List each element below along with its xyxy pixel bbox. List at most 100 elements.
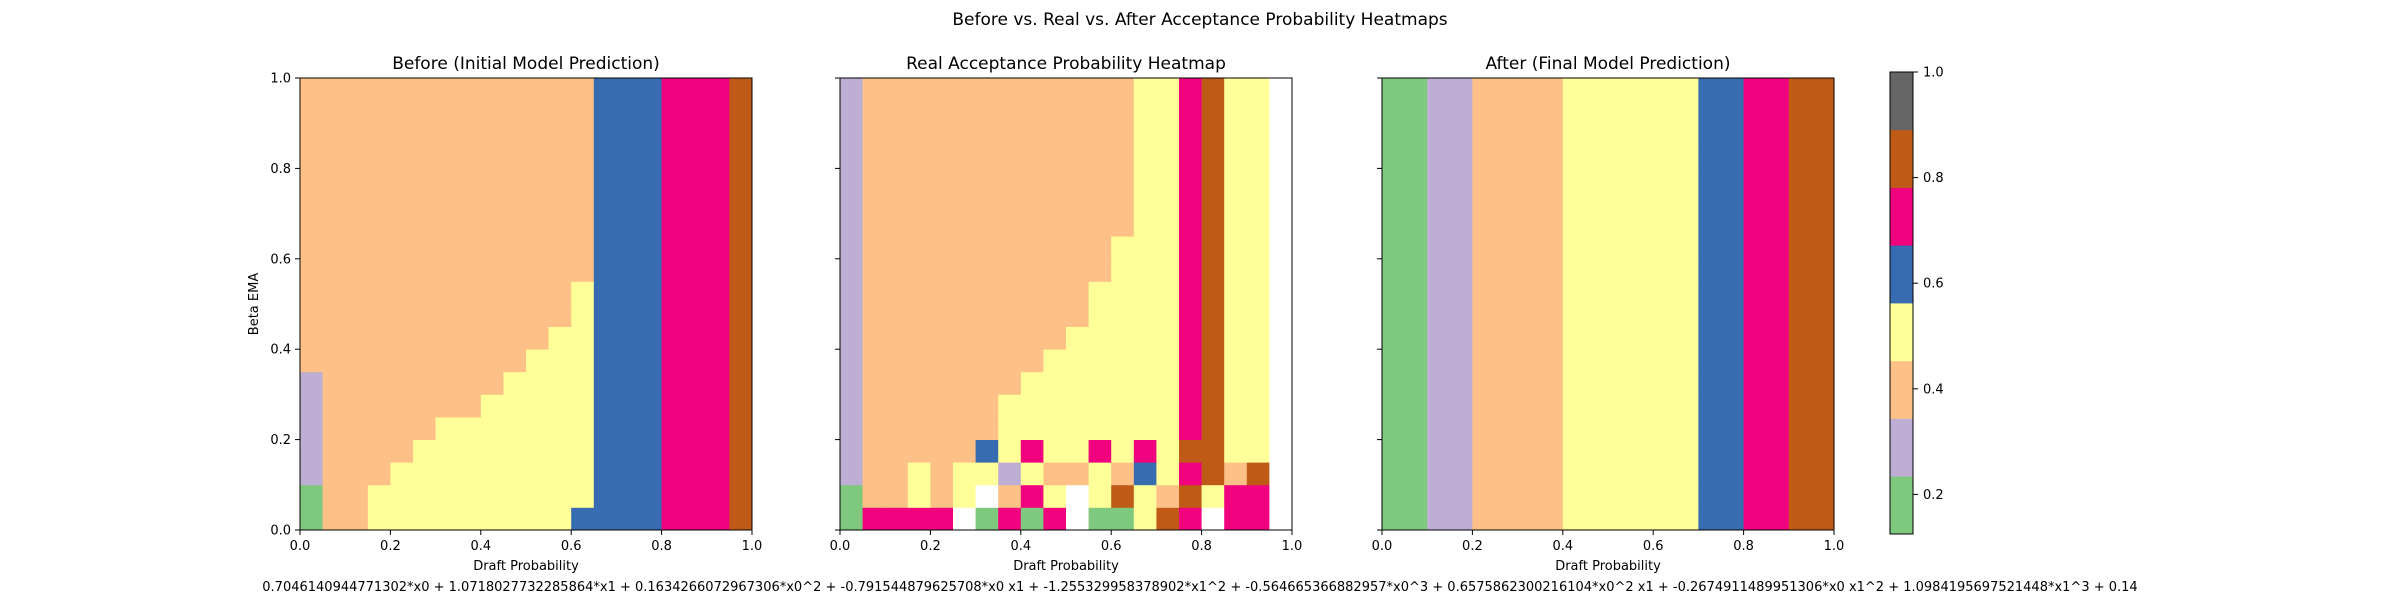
heatmap-cell — [1585, 462, 1609, 486]
heatmap-cell — [639, 145, 662, 169]
heatmap-cell — [1630, 236, 1654, 260]
heatmap-cell — [1133, 507, 1157, 531]
heatmap-cell — [1382, 439, 1405, 463]
heatmap-cell — [1608, 123, 1631, 147]
heatmap-cell — [458, 191, 482, 214]
heatmap-cell — [1201, 349, 1225, 373]
heatmap-cell — [1246, 349, 1270, 373]
heatmap-cell — [503, 394, 527, 418]
x-tick-label: 0.6 — [561, 539, 582, 554]
heatmap-cell — [1088, 349, 1112, 373]
y-axis-label: Beta EMA — [247, 273, 262, 336]
heatmap-cell — [503, 191, 527, 214]
heatmap-cell — [1043, 507, 1067, 531]
heatmap-cell — [1088, 213, 1112, 237]
heatmap-cell — [1472, 123, 1496, 147]
heatmap-cell — [1721, 78, 1744, 101]
heatmap-cell — [1020, 236, 1044, 260]
heatmap-cell — [1246, 326, 1270, 350]
heatmap-cell — [1066, 281, 1089, 305]
heatmap-cell — [1427, 507, 1451, 531]
heatmap-cell — [1495, 78, 1518, 101]
heatmap-cell — [1653, 484, 1677, 508]
heatmap-cell — [862, 439, 886, 463]
heatmap-cell — [885, 462, 909, 486]
heatmap-cell — [1472, 281, 1496, 305]
heatmap-cell — [684, 326, 708, 350]
heatmap-cell — [413, 191, 436, 214]
heatmap-cell — [1088, 326, 1112, 350]
heatmap-cell — [1382, 236, 1405, 260]
heatmap-cell — [975, 507, 999, 531]
heatmap-cell — [1472, 462, 1496, 486]
heatmap-cell — [526, 462, 549, 486]
heatmap-cell — [706, 439, 730, 463]
heatmap-cell — [661, 417, 685, 440]
heatmap-cell — [1133, 439, 1157, 463]
heatmap-cell — [998, 78, 1022, 101]
heatmap-cell — [639, 281, 662, 305]
heatmap-cell — [1201, 507, 1225, 531]
heatmap-cell — [548, 258, 572, 282]
heatmap-cell — [458, 394, 482, 418]
heatmap-cell — [1427, 258, 1451, 282]
heatmap-cell — [616, 78, 640, 101]
heatmap-cell — [413, 462, 436, 486]
heatmap-cell — [1811, 304, 1835, 327]
heatmap-cell — [526, 507, 549, 531]
heatmap-cell — [1404, 394, 1428, 418]
heatmap-cell — [1811, 213, 1835, 237]
heatmap-cell — [1404, 417, 1428, 440]
heatmap-cell — [930, 236, 954, 260]
heatmap-cell — [1788, 484, 1812, 508]
heatmap-cell — [1404, 484, 1428, 508]
heatmap-cell — [616, 326, 640, 350]
heatmap-cell — [1653, 349, 1677, 373]
heatmap-cell — [862, 349, 886, 373]
heatmap-cell — [930, 394, 954, 418]
heatmap-cell — [1540, 394, 1564, 418]
heatmap-cell — [1133, 123, 1157, 147]
heatmap-cell — [953, 145, 976, 169]
heatmap-cell — [907, 304, 931, 327]
heatmap-cell — [503, 78, 527, 101]
heatmap-cell — [1020, 371, 1044, 395]
heatmap-cell — [1562, 394, 1586, 418]
heatmap-cell — [1698, 417, 1722, 440]
y-tick-label: 0.6 — [270, 252, 291, 267]
heatmap-cell — [1653, 145, 1677, 169]
heatmap-cell — [1427, 145, 1451, 169]
heatmap-cell — [1224, 507, 1248, 531]
heatmap-cell — [1540, 507, 1564, 531]
heatmap-cell — [1472, 191, 1496, 214]
heatmap-cell — [1630, 371, 1654, 395]
heatmap-cell — [1179, 417, 1202, 440]
colorbar-tick-label: 1.0 — [1923, 66, 1944, 81]
heatmap-cell — [998, 168, 1022, 192]
heatmap-cell — [1675, 258, 1699, 282]
heatmap-cell — [1788, 213, 1812, 237]
heatmap-cell — [1811, 281, 1835, 305]
heatmap-cell — [1404, 439, 1428, 463]
heatmap-cell — [526, 394, 549, 418]
heatmap-cell — [1766, 168, 1790, 192]
heatmap-cell — [571, 213, 595, 237]
heatmap-cell — [1201, 326, 1225, 350]
heatmap-cell — [1630, 349, 1654, 373]
heatmap-cell — [729, 304, 753, 327]
heatmap-cell — [1133, 213, 1157, 237]
heatmap-cell — [1066, 123, 1089, 147]
heatmap-cell — [390, 236, 414, 260]
heatmap-cell — [1698, 484, 1722, 508]
heatmap-cell — [367, 281, 391, 305]
colorbar-tick-label: 0.2 — [1923, 488, 1944, 503]
heatmap-cell — [1766, 326, 1790, 350]
heatmap-cell — [1472, 394, 1496, 418]
heatmap-cell — [729, 236, 753, 260]
heatmap-cell — [1743, 394, 1767, 418]
heatmap-cell — [300, 507, 323, 531]
heatmap-cell — [1608, 394, 1631, 418]
heatmap-cell — [1043, 394, 1067, 418]
heatmap-cell — [1562, 439, 1586, 463]
heatmap-cell — [907, 100, 931, 124]
